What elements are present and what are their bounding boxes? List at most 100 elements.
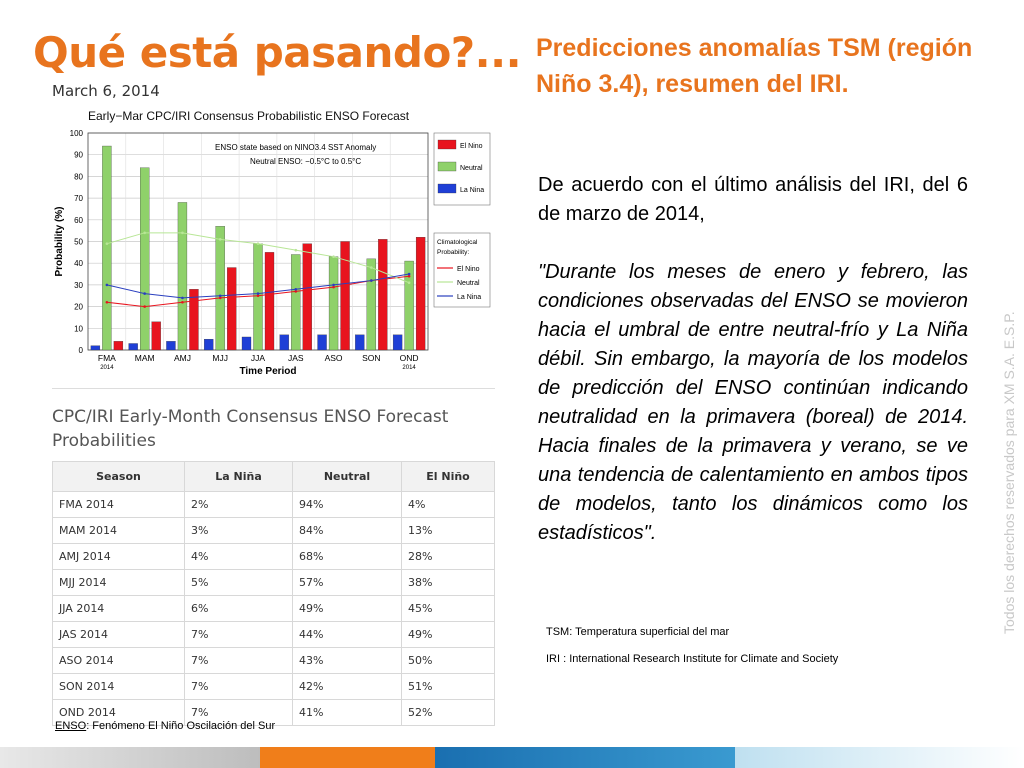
table-cell: 50% (401, 647, 495, 674)
table-row: OND 2014 7% 41% 52% (52, 699, 495, 726)
table-cell: 7% (184, 647, 293, 674)
tsm-note: TSM: Temperatura superficial del mar (546, 626, 730, 638)
bar-la-nina (355, 334, 365, 351)
section-title: Predicciones anomalías TSM (región Niño … (536, 34, 973, 98)
table-cell: 38% (401, 569, 495, 596)
x-tick-label: MAM (135, 353, 155, 363)
climatology-point (407, 281, 411, 285)
enso-forecast-chart: Early−Mar CPC/IRI Consensus Probabilisti… (50, 103, 502, 378)
climatology-point (256, 242, 260, 245)
footer-bar-blue (435, 747, 735, 768)
table-cell: AMJ 2014 (52, 543, 185, 570)
climatology-point (294, 248, 298, 252)
climatology-point (105, 300, 109, 304)
bar-la-nina (392, 334, 403, 351)
table-cell: 49% (292, 595, 402, 622)
y-tick-label: 20 (74, 303, 83, 312)
table-cell: 7% (184, 699, 293, 726)
table-row: JJA 2014 6% 49% 45% (52, 595, 495, 622)
climatology-point (181, 296, 184, 300)
chart-canvas: Early−Mar CPC/IRI Consensus Probabilisti… (54, 109, 491, 377)
table-row: MJJ 2014 5% 57% 38% (52, 569, 495, 596)
climatology-point (143, 292, 146, 295)
climatology-legend-label: La Nina (457, 294, 481, 301)
climatology-point (294, 287, 298, 291)
bar-neutral (140, 167, 150, 351)
table-cell: 7% (184, 673, 293, 700)
climatology-legend-title: Climatological (437, 239, 478, 246)
table-row: AMJ 2014 4% 68% 28% (52, 543, 495, 570)
table-cell: ASO 2014 (52, 647, 185, 674)
climatology-point (256, 292, 260, 295)
table-cell: 6% (184, 595, 293, 622)
bar-neutral (177, 202, 188, 351)
header-el-nino: El Niño (401, 461, 495, 492)
enso-footnote: ENSO: Fenómeno El Niño Oscilación del Su… (55, 720, 275, 732)
bar-el-nino (378, 239, 388, 351)
table-cell: JJA 2014 (52, 595, 185, 622)
climatology-point (407, 272, 411, 276)
bar-la-nina (241, 336, 252, 351)
enso-abbr: ENSO (55, 720, 87, 732)
y-tick-label: 30 (74, 281, 83, 290)
enso-definition: : Fenómeno El Niño Oscilación del Sur (86, 720, 276, 732)
table-cell: 28% (401, 543, 495, 570)
report-date: March 6, 2014 (52, 82, 160, 100)
climatology-point (218, 238, 222, 241)
table-cell: OND 2014 (52, 699, 185, 726)
table-cell: 2% (184, 491, 293, 518)
climatology-point (370, 266, 373, 269)
y-axis-label: Probability (%) (54, 206, 65, 276)
table-cell: JAS 2014 (52, 621, 185, 648)
x-tick-label: OND (400, 353, 419, 363)
legend-swatch (437, 183, 457, 194)
divider (52, 388, 495, 389)
bar-el-nino (189, 289, 199, 351)
chart-annotation: ENSO state based on NINO3.4 SST Anomaly (215, 143, 376, 152)
bar-la-nina (317, 334, 327, 351)
climatology-legend-title: Probability: (437, 249, 469, 256)
table-row: SON 2014 7% 42% 51% (52, 673, 495, 700)
table-cell: 57% (292, 569, 402, 596)
table-cell: 3% (184, 517, 293, 544)
x-tick-label: AMJ (174, 353, 191, 363)
table-cell: 42% (292, 673, 402, 700)
table-cell: 5% (184, 569, 293, 596)
watermark: Todos los derechos reservados para XM S.… (1001, 311, 1017, 634)
legend-label: La Nina (460, 187, 484, 194)
legend-swatch (437, 139, 457, 150)
bar-la-nina (166, 341, 176, 351)
table-header-row: Season La Niña Neutral El Niño (52, 461, 495, 492)
intro-paragraph: De acuerdo con el último análisis del IR… (538, 174, 968, 225)
forecast-table: Season La Niña Neutral El Niño FMA 2014 2… (52, 461, 495, 726)
header-la-nina: La Niña (184, 461, 293, 492)
climatology-point (143, 231, 146, 235)
bar-el-nino (340, 241, 350, 351)
climatology-legend-box (433, 232, 491, 308)
footer-bar-orange (260, 747, 435, 768)
header-season: Season (52, 461, 185, 492)
y-tick-label: 0 (79, 346, 84, 355)
climatology-point (294, 290, 298, 293)
table-cell: 84% (292, 517, 402, 544)
bar-el-nino (151, 321, 161, 351)
climatology-point (105, 283, 109, 287)
bar-la-nina (90, 345, 101, 351)
climatology-point (143, 305, 146, 308)
chart-title: Early−Mar CPC/IRI Consensus Probabilisti… (88, 109, 410, 123)
climatology-point (256, 294, 260, 298)
table-cell: 44% (292, 621, 402, 648)
bar-la-nina (204, 338, 214, 351)
chart-annotation: Neutral ENSO: −0.5°C to 0.5°C (250, 157, 361, 166)
bar-neutral (215, 226, 225, 351)
footer-bar-gray (0, 747, 260, 768)
table-cell: SON 2014 (52, 673, 185, 700)
legend-label: Neutral (460, 165, 483, 172)
bar-la-nina (128, 343, 138, 351)
table-cell: 43% (292, 647, 402, 674)
climatology-point (181, 300, 184, 304)
header-neutral: Neutral (292, 461, 402, 492)
climatology-point (218, 296, 222, 300)
table-title: CPC/IRI Early-Month Consensus ENSO Forec… (52, 407, 449, 451)
table-row: JAS 2014 7% 44% 49% (52, 621, 495, 648)
